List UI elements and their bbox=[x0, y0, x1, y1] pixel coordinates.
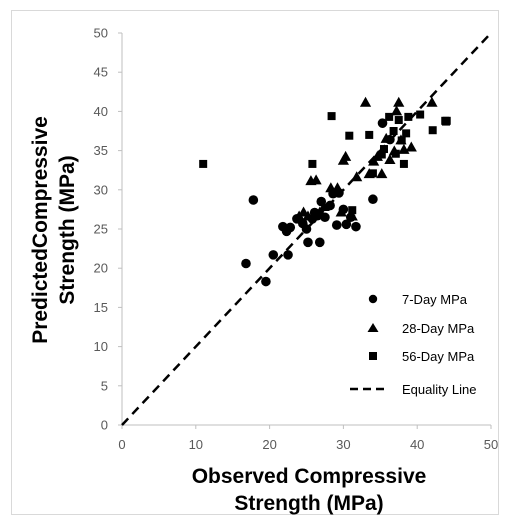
point-7-day bbox=[248, 195, 259, 205]
point-28-day bbox=[318, 201, 330, 212]
data-marks bbox=[199, 96, 451, 287]
point-28-day bbox=[376, 168, 388, 179]
point-56-day bbox=[391, 149, 400, 158]
point-56-day bbox=[308, 159, 317, 168]
point-7-day bbox=[368, 194, 378, 205]
point-56-day bbox=[402, 129, 411, 138]
y-tick-label: 40 bbox=[94, 104, 108, 119]
point-56-day bbox=[428, 126, 437, 135]
y-tick-label: 50 bbox=[94, 26, 108, 41]
point-56-day bbox=[377, 150, 386, 159]
point-56-day bbox=[348, 206, 357, 215]
x-tick-label: 40 bbox=[410, 437, 424, 452]
x-axis-title-line-1: Observed Compressive bbox=[192, 465, 427, 488]
x-tick-label: 10 bbox=[189, 437, 203, 452]
point-56-day bbox=[399, 159, 408, 168]
point-28-day bbox=[351, 171, 363, 182]
legend: 7-Day MPa 28-Day MPa 56-Day MPa Equality… bbox=[350, 292, 476, 397]
point-56-day bbox=[345, 131, 354, 140]
y-tick-label: 45 bbox=[94, 65, 108, 80]
point-28-day bbox=[314, 206, 326, 217]
point-7-day bbox=[341, 219, 352, 230]
point-28-day bbox=[380, 132, 392, 143]
y-tick-label: 15 bbox=[94, 300, 108, 315]
point-28-day bbox=[405, 141, 417, 152]
point-56-day bbox=[416, 110, 425, 119]
x-tick-label: 30 bbox=[336, 437, 350, 452]
legend-label-equality-line: Equality Line bbox=[402, 382, 476, 397]
x-axis-title-line-2: Strength (MPa) bbox=[234, 492, 383, 515]
point-56-day bbox=[385, 112, 394, 121]
chart-frame bbox=[11, 10, 499, 515]
point-28-day bbox=[390, 105, 403, 116]
legend-label-56-day: 56-Day MPa bbox=[402, 349, 475, 364]
y-tick-label: 25 bbox=[94, 222, 108, 237]
legend-marker-28-day bbox=[367, 323, 379, 332]
point-56-day bbox=[365, 130, 374, 139]
y-tick-label: 5 bbox=[101, 378, 108, 393]
y-axis-title-line-1: PredictedCompressive bbox=[29, 116, 52, 344]
point-7-day bbox=[377, 118, 388, 128]
x-tick-label: 50 bbox=[484, 437, 498, 452]
legend-marker-7-day bbox=[368, 294, 378, 304]
point-56-day bbox=[394, 116, 403, 125]
point-7-day bbox=[283, 250, 293, 260]
point-56-day bbox=[389, 127, 398, 135]
point-7-day bbox=[351, 221, 361, 232]
point-56-day bbox=[368, 169, 377, 178]
point-28-day bbox=[359, 96, 372, 107]
point-7-day bbox=[314, 237, 325, 248]
point-56-day bbox=[442, 116, 451, 125]
y-tick-label: 35 bbox=[94, 143, 108, 158]
x-tick-label: 0 bbox=[118, 437, 125, 452]
legend-label-28-day: 28-Day MPa bbox=[402, 321, 475, 336]
point-28-day bbox=[426, 96, 438, 107]
series-square bbox=[199, 110, 451, 215]
point-28-day bbox=[384, 154, 396, 165]
point-28-day bbox=[331, 182, 344, 193]
point-28-day bbox=[310, 174, 322, 185]
point-56-day bbox=[404, 112, 413, 121]
point-28-day bbox=[302, 210, 314, 221]
x-tick-label: 20 bbox=[262, 437, 276, 452]
legend-label-7-day: 7-Day MPa bbox=[402, 292, 468, 307]
point-28-day bbox=[346, 210, 358, 221]
point-28-day bbox=[340, 150, 352, 161]
legend-marker-56-day bbox=[369, 352, 377, 360]
y-tick-label: 30 bbox=[94, 182, 108, 197]
y-tick-label: 20 bbox=[94, 261, 108, 276]
point-56-day bbox=[379, 145, 388, 154]
y-tick-label: 10 bbox=[94, 339, 108, 354]
point-7-day bbox=[285, 222, 296, 233]
point-7-day bbox=[261, 276, 271, 287]
point-7-day bbox=[303, 237, 313, 248]
y-tick-label: 0 bbox=[101, 418, 108, 433]
point-56-day bbox=[397, 136, 406, 145]
axes: 0 5 10 15 20 25 30 35 40 45 50 0 10 20 30 40 50 bbox=[94, 26, 499, 453]
series-triangle bbox=[293, 96, 438, 221]
point-7-day bbox=[331, 220, 342, 230]
point-28-day bbox=[335, 206, 347, 217]
series-circle bbox=[241, 118, 395, 287]
point-28-day bbox=[393, 96, 405, 107]
point-56-day bbox=[199, 159, 208, 168]
point-7-day bbox=[241, 258, 251, 269]
y-axis-title-line-2: Strength (MPa) bbox=[56, 155, 79, 304]
point-7-day bbox=[268, 250, 279, 260]
point-7-day bbox=[301, 224, 312, 234]
point-56-day bbox=[327, 112, 336, 121]
